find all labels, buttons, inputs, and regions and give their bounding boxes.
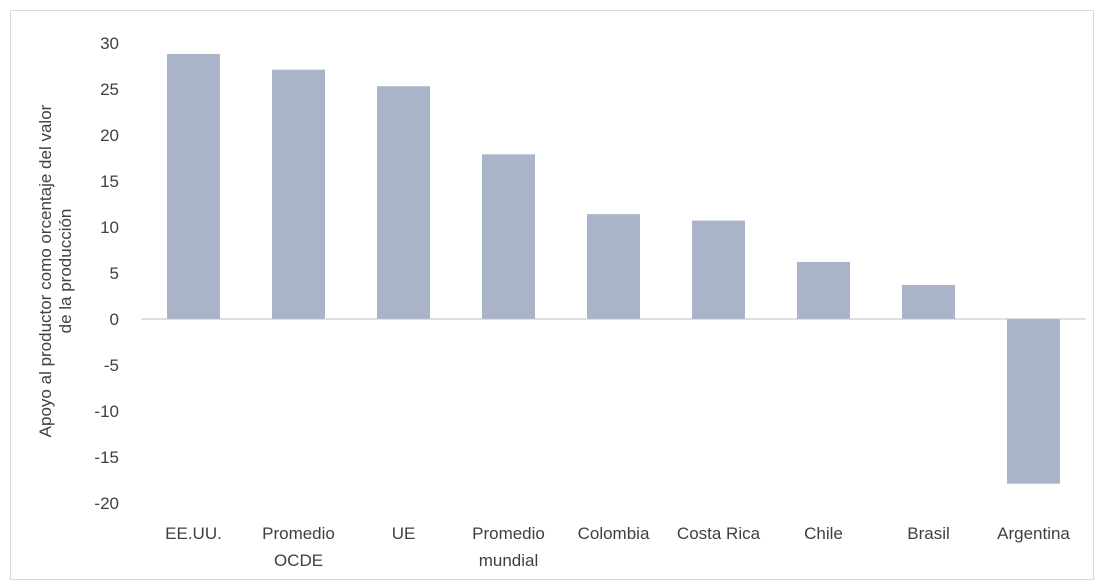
bar: [167, 54, 220, 319]
y-tick-label: 5: [110, 264, 119, 283]
y-tick-label: -20: [94, 494, 119, 513]
x-tick-label: Promedio: [262, 524, 335, 543]
bar: [902, 284, 955, 319]
x-axis-tick-labels: EE.UU. Promedio OCDE UE Promedio mundial Colom…: [165, 524, 1070, 570]
bar-chart: Apoyo al productor como orcentaje del va…: [36, 34, 1086, 570]
x-tick-label: mundial: [479, 551, 539, 570]
y-tick-label: -15: [94, 448, 119, 467]
bar: [272, 69, 325, 320]
y-axis-title-line-1: Apoyo al productor como orcentaje del va…: [36, 104, 55, 437]
bar: [587, 214, 640, 319]
y-axis-title: Apoyo al productor como orcentaje del va…: [36, 104, 75, 437]
bar: [482, 154, 535, 319]
x-tick-label: Brasil: [907, 524, 950, 543]
x-tick-label: EE.UU.: [165, 524, 222, 543]
y-tick-label: -5: [104, 356, 119, 375]
y-axis-title-line-2: de la producción: [56, 209, 75, 334]
bar: [377, 86, 430, 320]
x-tick-label: Costa Rica: [677, 524, 761, 543]
y-tick-label: 10: [100, 218, 119, 237]
bar: [797, 261, 850, 319]
x-tick-label: UE: [392, 524, 416, 543]
x-tick-label: Argentina: [997, 524, 1070, 543]
x-tick-label: OCDE: [274, 551, 323, 570]
chart-frame: Apoyo al productor como orcentaje del va…: [10, 10, 1094, 580]
y-tick-label: 15: [100, 172, 119, 191]
y-tick-label: 20: [100, 126, 119, 145]
x-tick-label: Promedio: [472, 524, 545, 543]
y-axis-tick-labels: 30 25 20 15 10 5 0 -5 -10 -15 -20: [94, 34, 119, 513]
x-tick-label: Chile: [804, 524, 843, 543]
y-tick-label: 30: [100, 34, 119, 53]
bars: [167, 54, 1060, 484]
bar: [692, 220, 745, 319]
y-tick-label: 25: [100, 80, 119, 99]
y-tick-label: -10: [94, 402, 119, 421]
y-tick-label: 0: [110, 310, 119, 329]
x-tick-label: Colombia: [578, 524, 650, 543]
bar: [1007, 319, 1060, 484]
